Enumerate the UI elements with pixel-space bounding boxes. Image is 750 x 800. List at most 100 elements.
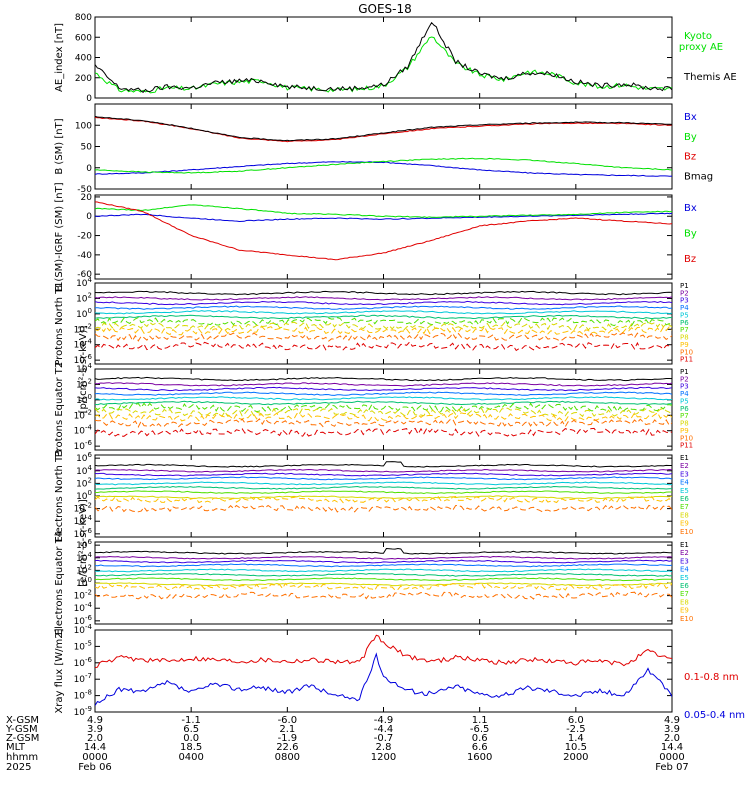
series-line-e4: [95, 476, 672, 481]
x-column-value: 6.6: [472, 742, 488, 753]
legend-p10: P10: [680, 434, 693, 442]
x-row-label-y-gsm: Y-GSM: [5, 724, 38, 735]
y-tick-label: 102: [76, 377, 92, 390]
x-column-value: Feb 07: [655, 762, 689, 773]
y-axis-label: Electrons North T3: [54, 449, 65, 542]
legend-bz: Bz: [684, 254, 696, 265]
series-line-bx: [95, 212, 672, 223]
series-line-p4: [95, 391, 672, 396]
series-line-e8: [95, 582, 672, 587]
y-tick-label: 600: [75, 33, 92, 43]
legend-e2: E2: [680, 549, 689, 557]
y-tick-label: -50: [77, 185, 92, 195]
series-line-e3: [95, 472, 672, 477]
legend-e1: E1: [680, 541, 689, 549]
legend-e8: E8: [680, 598, 689, 606]
legend-e6: E6: [680, 582, 689, 590]
x-column-value: 6.5: [183, 724, 199, 735]
series-line-p6: [95, 314, 672, 320]
x-column-value: 10.5: [565, 742, 587, 753]
series-line-p5: [95, 310, 672, 315]
y-tick-label: 100: [75, 121, 92, 131]
x-column-value: Feb 06: [78, 762, 112, 773]
series-line-bz: [95, 116, 672, 143]
legend-xray-short: 0.05-0.4 nm: [684, 710, 745, 721]
x-column-value: 3.9: [664, 724, 680, 735]
panel-frame: [94, 282, 673, 365]
legend-xray-long: 0.1-0.8 nm: [684, 672, 739, 683]
series-line-p7: [95, 402, 672, 413]
y-tick-label: 10-4: [74, 338, 93, 351]
y-tick-label: 10-9: [74, 705, 92, 718]
series-line-e9: [95, 495, 672, 504]
x-column-value: 0000: [82, 752, 107, 763]
x-column-value: 1.4: [568, 733, 584, 744]
legend-e3: E3: [680, 470, 689, 478]
series-line-kyoto-proxy-ae: [95, 36, 672, 94]
legend-e3: E3: [680, 557, 689, 565]
y-tick-label: 10-6: [74, 439, 93, 452]
y-tick-label: 10-2: [74, 502, 92, 515]
series-line-e8: [95, 495, 672, 500]
y-tick-label: 10-4: [74, 514, 93, 527]
legend-p4: P4: [680, 390, 689, 398]
y-tick-label: 100: [76, 307, 92, 320]
legend-p3: P3: [680, 383, 689, 391]
legend-p11: P11: [680, 442, 693, 450]
figure-title: GOES-18: [358, 2, 412, 16]
legend-p10: P10: [680, 348, 693, 356]
series-line-p3: [95, 386, 672, 392]
x-column-value: 1600: [467, 752, 492, 763]
y-tick-label: -40: [77, 251, 92, 261]
y-tick-label: 10-6: [74, 614, 93, 627]
series-line-p9: [95, 325, 672, 336]
series-line-e2: [95, 468, 672, 473]
panel-frame: [94, 541, 673, 625]
x-column-value: 0000: [659, 752, 684, 763]
series-line-p7: [95, 316, 672, 327]
y-tick-label: 10-7: [74, 672, 92, 685]
x-column-value: -6.0: [278, 715, 298, 726]
y-tick-label: 102: [76, 291, 92, 304]
series-line-e1: [95, 461, 672, 468]
series-line-themis-ae: [95, 21, 672, 93]
y-tick-label: 10-4: [74, 424, 93, 437]
series-line-e5: [95, 568, 672, 573]
x-column-value: 0800: [275, 752, 300, 763]
legend-p8: P8: [680, 420, 689, 428]
y-axis-label: Xray flux [W/m2]: [54, 628, 65, 713]
y-tick-label: 104: [76, 551, 92, 564]
panel-frame: [94, 454, 673, 538]
legend-p9: P9: [680, 341, 689, 349]
x-column-value: 4.9: [664, 715, 680, 726]
y-tick-label: 100: [76, 489, 92, 502]
legend-e10: E10: [680, 528, 693, 536]
series-line-p10: [95, 332, 672, 342]
series-line-e2: [95, 555, 672, 560]
legend-p4: P4: [680, 304, 689, 312]
y-axis-label: Electrons Equator T4: [54, 531, 65, 635]
y-tick-label: 0: [86, 212, 92, 222]
y-tick-label: 10-2: [74, 589, 92, 602]
y-tick-label: 100: [76, 393, 92, 406]
series-line-p2: [95, 296, 672, 301]
series-line-bx: [95, 160, 672, 177]
series-line-e7: [95, 577, 672, 582]
series-line-e10: [95, 504, 672, 513]
x-column-value: 4.9: [87, 715, 103, 726]
series-line-p5: [95, 396, 672, 401]
y-tick-label: 0: [86, 164, 92, 174]
y-axis-label: B (SM)-IGRF (SM) [nT]: [54, 182, 65, 291]
legend-kyoto: Kyoto: [684, 31, 712, 42]
series-line-p8: [95, 407, 672, 418]
legend-e9: E9: [680, 607, 689, 615]
x-column-value: 6.0: [568, 715, 584, 726]
legend-p7: P7: [680, 326, 689, 334]
x-column-value: 1200: [371, 752, 396, 763]
series-group: [95, 376, 672, 437]
series-group: [95, 547, 672, 600]
